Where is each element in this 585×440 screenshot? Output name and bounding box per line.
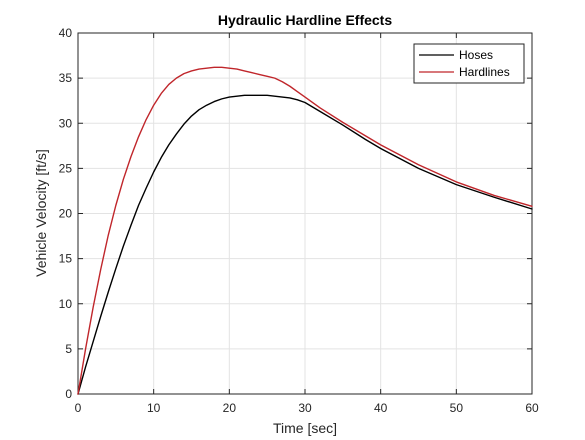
- y-tick-label: 40: [59, 26, 73, 40]
- x-tick-label: 10: [147, 401, 161, 415]
- x-tick-label: 60: [525, 401, 539, 415]
- grid-layer: [77, 32, 533, 395]
- chart-title: Hydraulic Hardline Effects: [218, 12, 392, 28]
- legend-label-hardlines: Hardlines: [459, 65, 510, 79]
- y-tick-label: 0: [65, 387, 72, 401]
- x-tick-label: 20: [223, 401, 237, 415]
- series-layer: [77, 66, 533, 395]
- legend: Hoses Hardlines: [413, 43, 525, 84]
- x-tick-labels: 0 10 20 30 40 50 60: [75, 401, 539, 415]
- y-tick-label: 20: [59, 207, 73, 221]
- legend-label-hoses: Hoses: [459, 48, 493, 62]
- series-line-hoses: [77, 94, 533, 395]
- x-tick-label: 40: [374, 401, 388, 415]
- y-tick-label: 15: [59, 252, 73, 266]
- y-tick-labels: 0 5 10 15 20 25 30 35 40: [59, 26, 73, 401]
- y-axis-title: Vehicle Velocity [ft/s]: [33, 149, 49, 277]
- x-tick-label: 50: [450, 401, 464, 415]
- x-tick-label: 0: [75, 401, 82, 415]
- y-tick-label: 35: [59, 71, 73, 85]
- x-tick-label: 30: [298, 401, 312, 415]
- y-tick-label: 25: [59, 161, 73, 175]
- y-tick-label: 10: [59, 297, 73, 311]
- series-line-hardlines: [77, 66, 533, 395]
- legend-box: [413, 43, 525, 84]
- x-axis-title: Time [sec]: [273, 420, 337, 436]
- y-tick-label: 30: [59, 116, 73, 130]
- y-tick-label: 5: [65, 342, 72, 356]
